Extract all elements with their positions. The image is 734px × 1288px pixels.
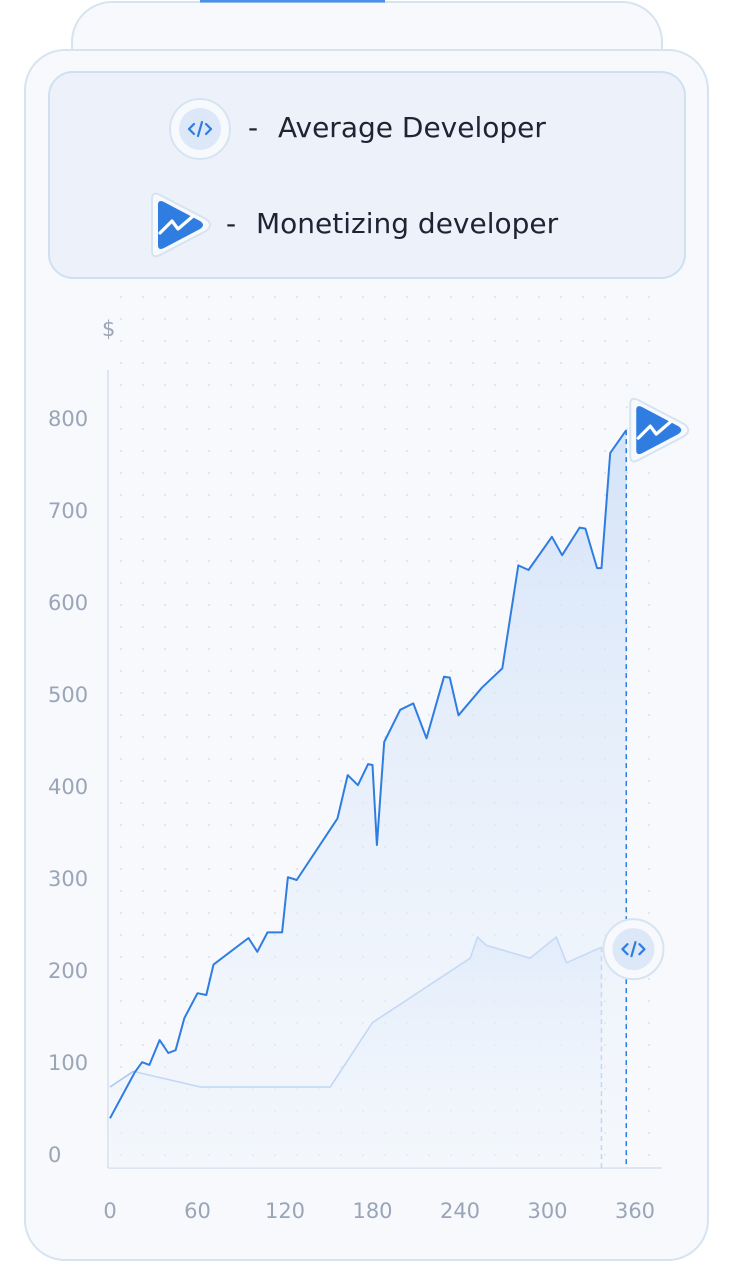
y-tick-label: 300 bbox=[48, 867, 88, 891]
x-tick-label: 300 bbox=[527, 1199, 567, 1223]
legend-box bbox=[48, 71, 686, 279]
legend-separator: - bbox=[248, 111, 258, 144]
icon-glyph bbox=[187, 120, 213, 138]
x-tick-label: 60 bbox=[184, 1199, 211, 1223]
x-tick-label: 0 bbox=[103, 1199, 116, 1223]
y-tick-label: 400 bbox=[48, 775, 88, 799]
y-axis-label: $ bbox=[102, 317, 115, 341]
icon-glyph bbox=[621, 941, 646, 958]
series-area bbox=[110, 430, 627, 1169]
legend-separator: - bbox=[226, 207, 236, 240]
monetizing-icon bbox=[151, 192, 211, 258]
x-tick-label: 180 bbox=[352, 1199, 392, 1223]
x-tick-label: 240 bbox=[440, 1199, 480, 1223]
average-icon bbox=[169, 98, 231, 160]
y-tick-label: 200 bbox=[48, 959, 88, 983]
icon-zigzag bbox=[636, 420, 672, 440]
y-tick-label: 600 bbox=[48, 591, 88, 615]
x-tick-label: 120 bbox=[265, 1199, 305, 1223]
plot bbox=[107, 370, 690, 1169]
x-tick-label: 360 bbox=[615, 1199, 655, 1223]
average-icon bbox=[602, 918, 665, 981]
y-tick-label: 0 bbox=[48, 1143, 61, 1167]
series-line bbox=[109, 429, 628, 1119]
legend-label: Average Developer bbox=[278, 111, 546, 144]
y-tick-label: 700 bbox=[48, 499, 88, 523]
legend-label: Monetizing developer bbox=[256, 207, 559, 240]
y-tick-label: 800 bbox=[48, 407, 88, 431]
y-tick-label: 100 bbox=[48, 1051, 88, 1075]
y-tick-label: 500 bbox=[48, 683, 88, 707]
icon-zigzag bbox=[158, 215, 194, 235]
monetizing-icon bbox=[629, 397, 690, 463]
